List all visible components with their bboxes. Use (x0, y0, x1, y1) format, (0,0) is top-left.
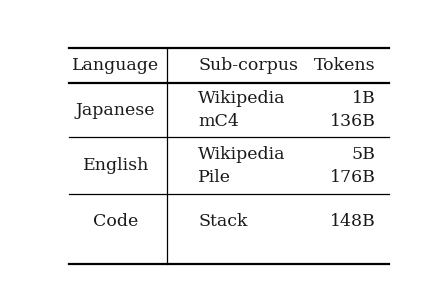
Text: Japanese: Japanese (76, 101, 155, 119)
Text: Sub-corpus: Sub-corpus (198, 57, 298, 74)
Text: English: English (83, 157, 149, 174)
Text: Code: Code (93, 213, 139, 230)
Text: Language: Language (72, 57, 159, 74)
Text: Stack: Stack (198, 213, 248, 230)
Text: Wikipedia
mC4: Wikipedia mC4 (198, 90, 286, 130)
Text: Wikipedia
Pile: Wikipedia Pile (198, 146, 286, 186)
Text: 148B: 148B (330, 213, 376, 230)
Text: Tokens: Tokens (314, 57, 376, 74)
Text: 5B
176B: 5B 176B (329, 146, 376, 186)
Text: 1B
136B: 1B 136B (329, 90, 376, 130)
